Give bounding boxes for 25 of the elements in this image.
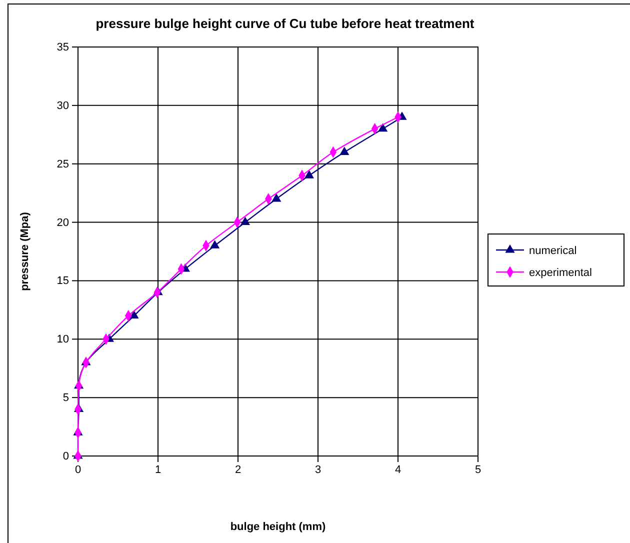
y-tick-label: 25 bbox=[56, 158, 69, 170]
legend-label: numerical bbox=[529, 245, 577, 257]
point bbox=[240, 216, 250, 226]
y-tick-label: 10 bbox=[56, 334, 69, 346]
y-tick-label: 0 bbox=[62, 450, 69, 463]
point bbox=[210, 240, 220, 248]
chart-title: pressure bulge height curve of Cu tube before heat treatment bbox=[96, 16, 475, 31]
x-tick-label: 5 bbox=[474, 464, 482, 476]
x-tick-label: 2 bbox=[234, 464, 242, 476]
y-tick-label: 30 bbox=[56, 100, 69, 112]
x-tick-label: 0 bbox=[74, 464, 82, 476]
legend-label: experimental bbox=[529, 267, 592, 279]
y-axis-title: pressure (Mpa) bbox=[19, 212, 31, 291]
y-tick-label: 35 bbox=[56, 42, 69, 54]
point bbox=[340, 146, 350, 155]
y-tick-label: 15 bbox=[56, 275, 69, 288]
x-tick-label: 3 bbox=[314, 464, 322, 476]
point bbox=[378, 123, 388, 132]
point bbox=[272, 193, 282, 202]
x-axis-title: bulge height (mm) bbox=[230, 521, 326, 533]
y-tick-label: 20 bbox=[56, 216, 69, 229]
y-tick-label: 5 bbox=[62, 392, 69, 404]
point bbox=[304, 170, 314, 178]
x-tick-label: 4 bbox=[394, 464, 402, 476]
x-tick-label: 1 bbox=[154, 464, 162, 476]
